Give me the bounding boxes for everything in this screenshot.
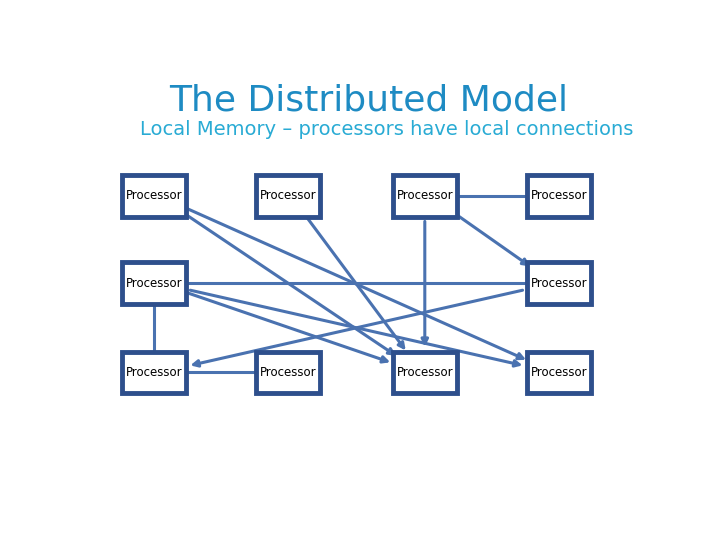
Text: The Distributed Model: The Distributed Model (169, 83, 569, 117)
FancyBboxPatch shape (122, 262, 186, 304)
FancyBboxPatch shape (526, 262, 591, 304)
Text: Processor: Processor (126, 366, 182, 379)
FancyBboxPatch shape (392, 352, 457, 393)
Text: Processor: Processor (397, 190, 453, 202)
Text: Processor: Processor (260, 366, 316, 379)
FancyBboxPatch shape (526, 175, 591, 217)
FancyBboxPatch shape (526, 352, 591, 393)
FancyBboxPatch shape (256, 175, 320, 217)
Text: Processor: Processor (260, 190, 316, 202)
Text: Processor: Processor (397, 366, 453, 379)
Text: Processor: Processor (531, 190, 587, 202)
Text: Local Memory – processors have local connections: Local Memory – processors have local con… (140, 120, 634, 139)
FancyBboxPatch shape (256, 352, 320, 393)
Text: Processor: Processor (126, 276, 182, 289)
FancyBboxPatch shape (122, 175, 186, 217)
FancyBboxPatch shape (122, 352, 186, 393)
Text: Processor: Processor (126, 190, 182, 202)
Text: Processor: Processor (531, 276, 587, 289)
FancyBboxPatch shape (392, 175, 457, 217)
Text: Processor: Processor (531, 366, 587, 379)
